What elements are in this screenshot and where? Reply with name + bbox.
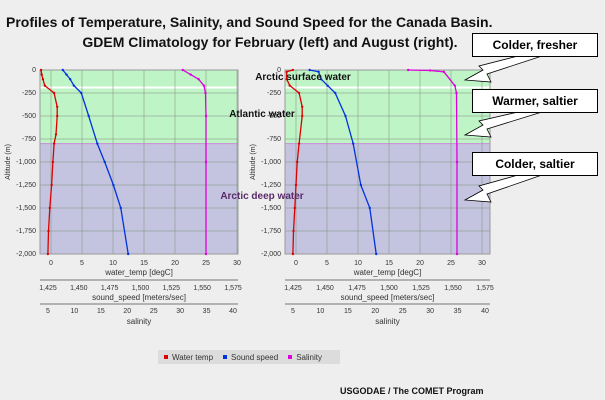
y-tick-label: -2,000 [16, 251, 36, 258]
y-tick-label: -1,250 [16, 182, 36, 189]
y-tick-label: -1,000 [261, 159, 281, 166]
callout-warmer-saltier: Warmer, saltier [472, 89, 598, 113]
chart-title: Profiles of Temperature, Salinity, and S… [6, 14, 493, 30]
legend-swatch-icon [164, 355, 168, 360]
y-tick-label: -1,500 [16, 205, 36, 212]
temp-tick-label: 5 [325, 260, 329, 267]
salinity-tick-label: 10 [71, 308, 79, 315]
salinity-tick-label: 15 [344, 308, 352, 315]
sound-tick-label: 1,575 [224, 285, 242, 292]
temp-axis-label: water_temp [degC] [104, 268, 173, 277]
salinity-axis-label: salinity [375, 317, 399, 326]
zone-label-2: Arctic deep water [220, 191, 303, 202]
zone-label-1: Atlantic water [229, 109, 295, 120]
sound-tick-label: 1,450 [70, 285, 88, 292]
sound-tick-label: 1,525 [412, 285, 430, 292]
y-tick-label: -1,000 [16, 159, 36, 166]
salinity-tick-label: 20 [123, 308, 131, 315]
sound-tick-label: 1,450 [316, 285, 334, 292]
temp-tick-label: 0 [49, 260, 53, 267]
salinity-tick-label: 5 [291, 308, 295, 315]
sound-axis-label: sound_speed [meters/sec] [341, 293, 435, 302]
sound-tick-label: 1,425 [284, 285, 302, 292]
chart-subtitle: GDEM Climatology for February (left) and… [82, 34, 458, 50]
credit-text: USGODAE / The COMET Program [340, 386, 484, 396]
sound-tick-label: 1,525 [163, 285, 181, 292]
legend-swatch-icon [288, 355, 293, 360]
temp-tick-label: 25 [202, 260, 210, 267]
temp-tick-label: 20 [171, 260, 179, 267]
temp-tick-label: 15 [140, 260, 148, 267]
y-tick-label: -1,750 [261, 228, 281, 235]
temp-tick-label: 5 [80, 260, 84, 267]
sound-tick-label: 1,500 [380, 285, 398, 292]
profile-panel-february [39, 68, 239, 305]
y-tick-label: -1,750 [16, 228, 36, 235]
salinity-tick-label: 30 [426, 308, 434, 315]
y-tick-label: -1,500 [261, 205, 281, 212]
temp-tick-label: 10 [109, 260, 117, 267]
sound-tick-label: 1,575 [476, 285, 494, 292]
series-line-2 [182, 69, 207, 254]
temp-tick-label: 0 [294, 260, 298, 267]
salinity-tick-label: 35 [203, 308, 211, 315]
temp-tick-label: 20 [416, 260, 424, 267]
y-tick-label: -750 [267, 136, 281, 143]
series-line-1 [309, 69, 377, 255]
y-tick-label: -250 [22, 90, 36, 97]
callout-arrow-icon [463, 111, 543, 138]
salinity-tick-label: 25 [150, 308, 158, 315]
y-tick-label: 0 [32, 67, 36, 74]
y-tick-label: 0 [277, 67, 281, 74]
legend-item-sound-speed: Sound speed [223, 353, 278, 362]
salinity-axis-label: salinity [127, 317, 151, 326]
salinity-tick-label: 40 [229, 308, 237, 315]
salinity-tick-label: 25 [399, 308, 407, 315]
sound-tick-label: 1,475 [348, 285, 366, 292]
salinity-tick-label: 20 [371, 308, 379, 315]
salinity-tick-label: 10 [317, 308, 325, 315]
legend-item-salinity: Salinity [288, 353, 322, 362]
temp-tick-label: 25 [447, 260, 455, 267]
legend-swatch-icon [223, 355, 228, 360]
temp-tick-label: 10 [354, 260, 362, 267]
callout-arrow-icon [463, 174, 543, 203]
sound-tick-label: 1,475 [101, 285, 119, 292]
y-tick-label: -500 [22, 113, 36, 120]
y-tick-label: -750 [22, 136, 36, 143]
temp-axis-label: water_temp [degC] [353, 268, 422, 277]
callout-arrow-icon [463, 55, 543, 83]
callout-colder-saltier: Colder, saltier [472, 152, 598, 176]
legend-item-water-temp: Water temp [164, 353, 213, 362]
sound-tick-label: 1,550 [444, 285, 462, 292]
zone-label-0: Arctic surface water [255, 72, 351, 83]
salinity-tick-label: 40 [481, 308, 489, 315]
temp-tick-label: 15 [385, 260, 393, 267]
salinity-tick-label: 5 [46, 308, 50, 315]
y-tick-label: -1,250 [261, 182, 281, 189]
sound-tick-label: 1,550 [193, 285, 211, 292]
temp-tick-label: 30 [478, 260, 486, 267]
y-tick-label: -500 [267, 113, 281, 120]
chart-legend: Water temp Sound speed Salinity [158, 350, 340, 364]
sound-axis-label: sound_speed [meters/sec] [92, 293, 186, 302]
y-axis-label: Altitude (m) [5, 144, 12, 180]
sound-tick-label: 1,500 [132, 285, 150, 292]
salinity-tick-label: 15 [97, 308, 105, 315]
y-axis-label: Altitude (m) [250, 144, 257, 180]
y-tick-label: -2,000 [261, 251, 281, 258]
salinity-tick-label: 35 [454, 308, 462, 315]
callout-colder-fresher: Colder, fresher [472, 33, 598, 57]
sound-tick-label: 1,425 [39, 285, 57, 292]
temp-tick-label: 30 [233, 260, 241, 267]
y-tick-label: -250 [267, 90, 281, 97]
salinity-tick-label: 30 [176, 308, 184, 315]
profile-panel-august [284, 68, 491, 305]
